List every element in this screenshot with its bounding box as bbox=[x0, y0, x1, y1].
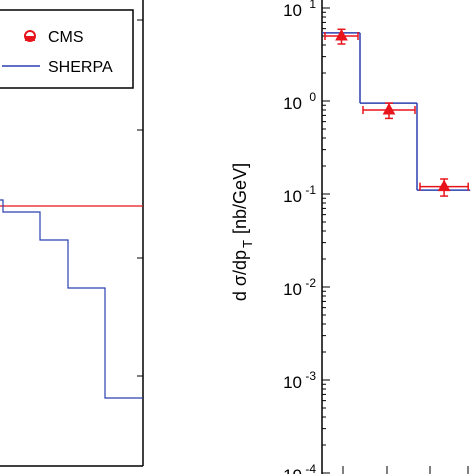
y-tick-label: 10-4 bbox=[283, 462, 316, 474]
y-label-main: d σ/dp bbox=[230, 250, 250, 301]
y-tick-exponent: -2 bbox=[305, 276, 316, 290]
y-tick-label: 10 -3 bbox=[283, 369, 316, 392]
legend-marker bbox=[25, 36, 35, 41]
y-tick-exponent: 1 bbox=[309, 0, 316, 11]
legend-label: SHERPA bbox=[48, 59, 113, 76]
y-tick-base: 10 bbox=[283, 1, 302, 20]
y-tick-base: 10 bbox=[283, 373, 302, 392]
y-tick-base: 10 bbox=[283, 466, 302, 474]
y-axis-label: d σ/dp T [nb/GeV] bbox=[230, 163, 255, 301]
y-tick-exponent: 0 bbox=[309, 90, 316, 104]
y-label-unit: [nb/GeV] bbox=[230, 163, 250, 234]
y-tick-base: 10 bbox=[283, 94, 302, 113]
y-tick-exponent: -4 bbox=[305, 462, 316, 474]
data-point bbox=[437, 179, 451, 192]
legend-label: CMS bbox=[48, 29, 84, 46]
left-panel: CMS SHERPA bbox=[0, 0, 144, 467]
y-tick-label: 10 -1 bbox=[283, 183, 316, 206]
y-label-sub: T bbox=[240, 240, 255, 248]
y-tick-exponent: -1 bbox=[305, 183, 316, 197]
y-tick-base: 10 bbox=[283, 280, 302, 299]
y-tick-base: 10 bbox=[283, 187, 302, 206]
y-tick-label: 10 1 bbox=[283, 0, 316, 20]
y-tick-exponent: -3 bbox=[305, 369, 316, 383]
data-point bbox=[335, 28, 348, 41]
y-tick-label: 10 0 bbox=[283, 90, 316, 113]
y-tick-label: 10 -2 bbox=[283, 276, 316, 299]
sherpa-line bbox=[0, 199, 143, 399]
data-point bbox=[382, 102, 396, 115]
legend-box bbox=[0, 9, 134, 89]
